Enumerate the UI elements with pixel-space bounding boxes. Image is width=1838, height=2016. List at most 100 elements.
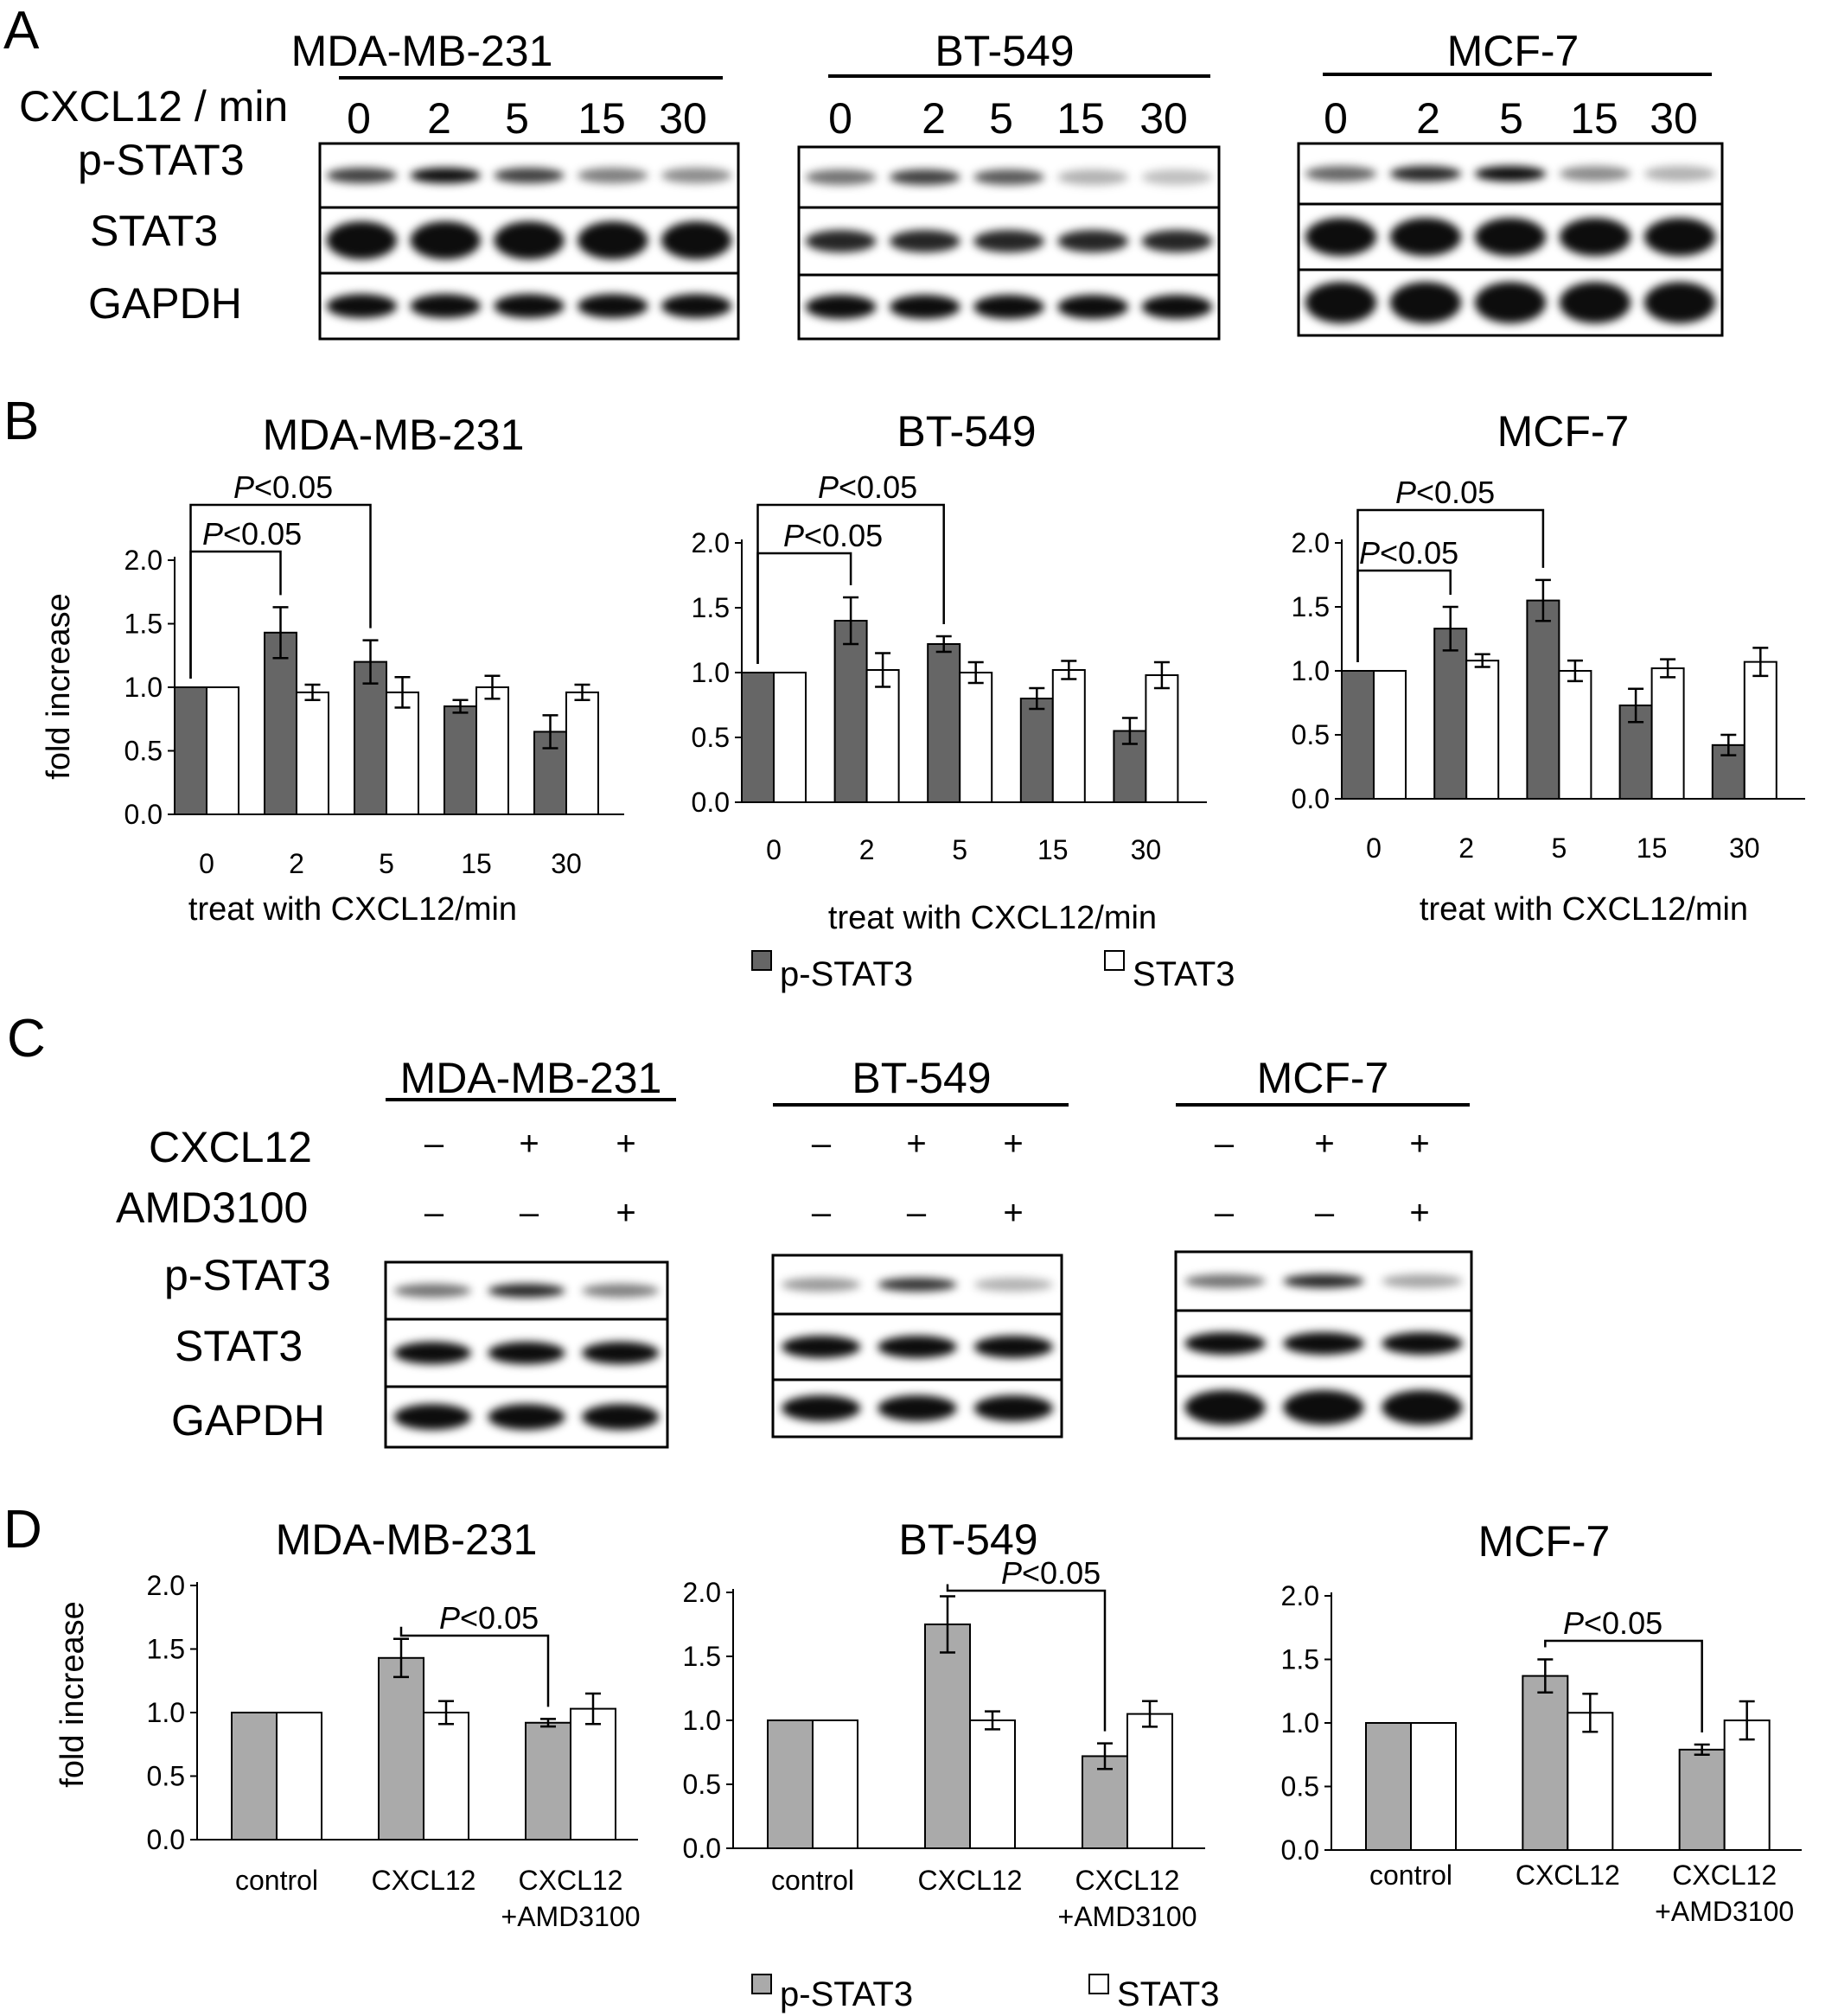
blot-band [878,1336,957,1358]
bar-pstat3 [924,1624,971,1849]
bar-stat3 [1743,660,1777,801]
blot-band [393,1284,471,1298]
blot-band [1184,1390,1266,1425]
blot-band [410,221,481,259]
blot-band [661,294,732,318]
treatment-sign: – [424,1125,444,1163]
y-tick-label: 1.0 [683,1705,721,1736]
y-tick-label: 1.5 [1292,591,1330,622]
bar-stat3 [206,686,239,815]
legend-swatch-stat3 [1104,950,1125,971]
blot-band [393,1342,471,1364]
blot-band [326,294,398,318]
y-tick-label: 0.5 [692,722,730,753]
x-tick-label: CXCL12 [519,1865,623,1896]
bar-stat3 [570,1707,616,1841]
bar-pstat3 [927,643,961,803]
treatment-sign: + [616,1194,635,1232]
x-axis-label: treat with CXCL12/min [1420,891,1748,928]
bar-pstat3 [444,705,477,815]
bar-stat3 [296,691,329,815]
panel-b-legend: p-STAT3 STAT3 [751,950,1235,993]
panel-letter-b: B [3,392,39,451]
x-tick-label: control [235,1865,318,1896]
bar-pstat3 [1522,1675,1569,1851]
blot-lane-number: 0 [1324,94,1348,143]
y-tick-label: 2.0 [1292,527,1330,558]
blot-band [661,168,732,183]
blot-band [805,230,877,252]
x-tick-label: 0 [766,834,782,865]
significance-bracket [1356,508,1545,662]
significance-label: P<0.05 [818,469,917,505]
blot-lane-number: 0 [828,94,852,143]
blot-band [973,169,1044,185]
bar-stat3 [1410,1722,1457,1851]
y-tick-label: 1.5 [147,1634,185,1665]
bar-stat3 [812,1719,858,1849]
chart-title: MDA-MB-231 [276,1515,538,1564]
blot-band [1141,230,1213,252]
blot-band [1057,230,1129,252]
blot-band [1474,282,1547,323]
treatment-sign: – [812,1125,832,1163]
blot-band [1184,1274,1266,1288]
blot-lane-number: 30 [1139,94,1188,143]
x-tick-label: CXCL12 [372,1865,476,1896]
blot-band [805,295,877,319]
blot-band [494,221,565,259]
bar-stat3 [1145,674,1179,803]
significance-label: P<0.05 [202,516,302,552]
blot-band [582,1284,660,1298]
significance-label: P<0.05 [783,518,883,553]
treatment-sign: + [906,1125,926,1163]
blot-band [578,168,648,183]
legend-swatch-pstat3-d [751,1974,772,1994]
y-tick-label: 1.5 [683,1641,721,1672]
blot-band [578,221,648,259]
treatment-sign: + [1409,1194,1429,1232]
blot-band [782,1336,861,1358]
blot-row-header: CXCL12 / min [19,82,288,131]
bar-stat3 [773,672,807,803]
blot-band [1305,218,1377,256]
blot-row-label-stat3: STAT3 [90,207,218,255]
y-tick-label: 2.0 [683,1577,721,1608]
blot-band [782,1395,861,1421]
y-tick-label: 1.0 [1281,1707,1319,1738]
blot-band [661,221,732,259]
treatment-sign: + [616,1125,635,1163]
y-tick-label: 0.0 [147,1824,185,1855]
legend-swatch-stat3-d [1088,1974,1109,1994]
blot-cell-title: MCF-7 [1447,27,1580,75]
bar-stat3 [423,1712,469,1841]
bar-pstat3 [1019,698,1054,803]
blot-band [488,1284,565,1298]
x-tick-label: 2 [859,834,875,865]
blot-band [1382,1274,1463,1288]
treatment-sign: + [1003,1194,1023,1232]
bar-pstat3 [231,1712,278,1841]
significance-bracket [1544,1639,1703,1732]
blot-band [973,1395,1053,1421]
blot-band [1057,295,1129,319]
chart-title: BT-549 [897,407,1036,456]
blot-lane-number: 15 [1056,94,1105,143]
blot-band [494,168,565,183]
y-tick-label: 2.0 [124,545,163,576]
chart-title: MCF-7 [1478,1517,1611,1566]
bar-stat3 [1126,1713,1173,1849]
blot-lane-number: 0 [347,94,371,143]
bar-pstat3 [1433,628,1468,800]
x-tick-label: +AMD3100 [1058,1901,1197,1932]
legend-label-stat3: STAT3 [1133,955,1235,993]
blot-band [1643,166,1716,182]
blot-band [1559,282,1631,323]
x-axis-label: treat with CXCL12/min [828,900,1157,936]
blot-band [973,1336,1053,1358]
legend-label-pstat3-d: p-STAT3 [780,1975,913,2013]
y-tick-label: 0.5 [1281,1771,1319,1802]
y-tick-label: 0.0 [683,1833,721,1864]
